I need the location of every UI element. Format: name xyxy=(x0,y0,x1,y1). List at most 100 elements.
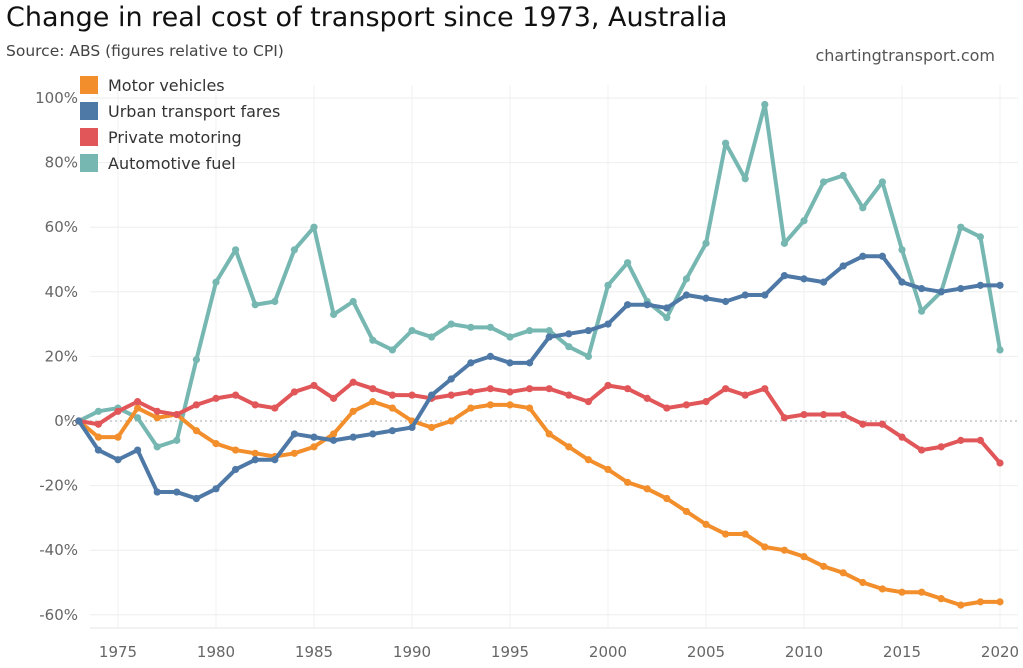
data-point xyxy=(918,307,926,315)
data-point xyxy=(173,410,181,419)
data-point xyxy=(820,562,828,570)
data-point xyxy=(780,414,789,422)
data-point xyxy=(976,281,985,289)
data-point xyxy=(349,297,357,306)
data-point xyxy=(310,381,318,390)
data-point xyxy=(800,275,808,283)
x-tick-label: 2015 xyxy=(883,643,921,661)
legend-swatch xyxy=(80,128,98,146)
x-tick-label: 1995 xyxy=(491,643,529,661)
data-point xyxy=(251,456,259,464)
data-point xyxy=(447,375,455,383)
data-point xyxy=(976,436,985,444)
y-tick-label: 20% xyxy=(45,347,78,365)
data-point xyxy=(134,404,142,412)
y-tick-label: -20% xyxy=(39,477,78,495)
data-point xyxy=(780,239,789,247)
data-point xyxy=(251,449,259,457)
data-point xyxy=(584,456,593,464)
data-point xyxy=(349,378,357,386)
data-point xyxy=(506,401,514,409)
data-point xyxy=(310,443,318,451)
data-point xyxy=(330,430,338,438)
data-point xyxy=(722,297,730,306)
data-point xyxy=(996,598,1004,606)
series-line-urban-transport-fares xyxy=(76,254,1002,501)
data-point xyxy=(486,352,494,360)
data-point xyxy=(761,385,769,393)
data-point xyxy=(408,326,416,335)
data-point xyxy=(271,404,279,412)
data-point xyxy=(898,246,906,254)
data-point xyxy=(584,398,593,406)
data-point xyxy=(996,281,1004,289)
data-point xyxy=(330,394,338,402)
data-point xyxy=(271,297,279,306)
data-point xyxy=(878,420,887,428)
data-point xyxy=(94,433,102,441)
legend-swatch xyxy=(80,154,98,172)
legend-item: Urban transport fares xyxy=(80,98,280,124)
data-point xyxy=(800,410,808,419)
data-point xyxy=(918,446,926,454)
data-point xyxy=(898,433,906,441)
data-point xyxy=(388,404,396,412)
data-point xyxy=(251,401,259,409)
data-point xyxy=(918,284,926,293)
data-point xyxy=(232,465,240,474)
data-point xyxy=(330,436,338,444)
data-point xyxy=(94,407,102,415)
data-point xyxy=(134,398,142,406)
data-point xyxy=(134,446,142,454)
data-point xyxy=(839,171,847,180)
x-tick-label: 2010 xyxy=(785,643,823,661)
data-point xyxy=(526,404,534,412)
data-point xyxy=(153,443,161,451)
data-point xyxy=(506,388,514,396)
data-point xyxy=(486,323,494,331)
data-point xyxy=(820,278,828,286)
data-point xyxy=(741,530,749,538)
legend-swatch xyxy=(80,76,98,94)
chart-subtitle: Source: ABS (figures relative to CPI) xyxy=(6,42,284,60)
legend-item: Automotive fuel xyxy=(80,150,280,176)
legend-swatch xyxy=(80,102,98,120)
x-tick-label: 1985 xyxy=(295,643,333,661)
chart-title: Change in real cost of transport since 1… xyxy=(6,2,728,33)
data-point xyxy=(467,404,475,412)
x-tick-label: 2000 xyxy=(589,643,627,661)
data-point xyxy=(663,494,671,503)
data-point xyxy=(486,401,494,409)
data-point xyxy=(173,488,181,496)
data-point xyxy=(663,314,671,322)
legend-label: Private motoring xyxy=(108,127,242,147)
data-point xyxy=(976,233,985,241)
x-tick-label: 2005 xyxy=(687,643,725,661)
data-point xyxy=(761,543,769,551)
data-point xyxy=(839,569,847,577)
data-point xyxy=(624,385,632,393)
data-point xyxy=(682,291,691,299)
data-point xyxy=(957,223,965,231)
data-point xyxy=(878,585,887,593)
data-point xyxy=(251,301,259,309)
series-line-motor-vehicles xyxy=(76,399,1002,608)
data-point xyxy=(839,410,847,419)
data-point xyxy=(682,275,691,283)
series-line-automotive-fuel xyxy=(76,102,1002,449)
data-point xyxy=(859,420,867,428)
data-point xyxy=(134,414,142,422)
x-tick-label: 1975 xyxy=(99,643,137,661)
legend-item: Motor vehicles xyxy=(80,72,280,98)
data-point xyxy=(859,204,867,212)
data-point xyxy=(565,343,573,351)
data-point xyxy=(545,385,553,393)
y-tick-label: -40% xyxy=(39,541,78,559)
data-point xyxy=(192,494,200,503)
data-point xyxy=(290,246,298,254)
data-point xyxy=(859,252,867,260)
data-point xyxy=(232,246,240,254)
data-point xyxy=(937,288,945,296)
data-point xyxy=(918,588,926,596)
data-point xyxy=(369,385,377,393)
